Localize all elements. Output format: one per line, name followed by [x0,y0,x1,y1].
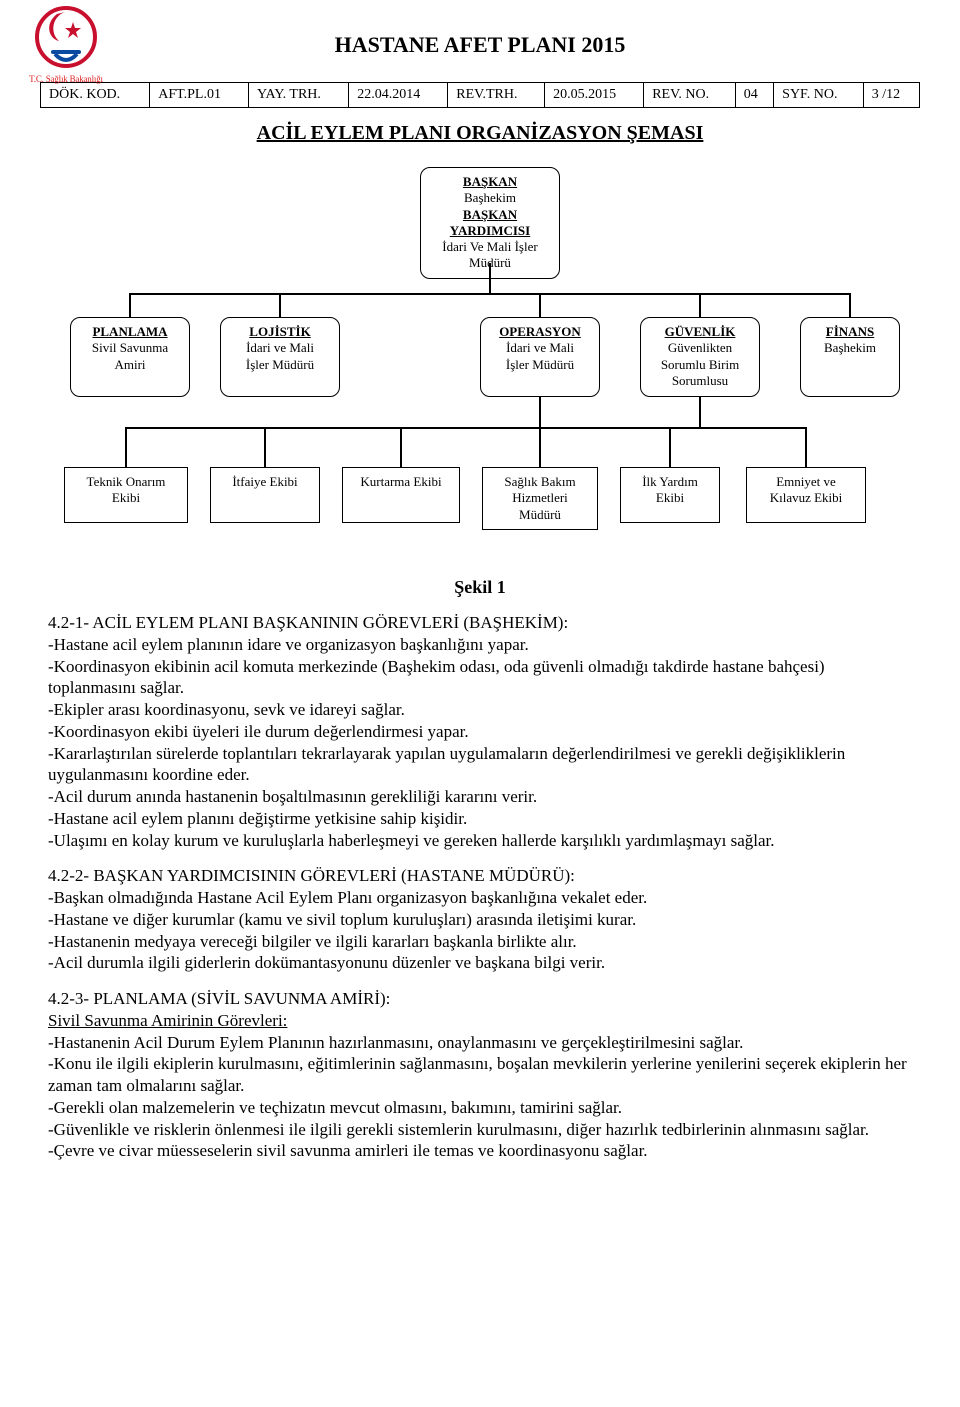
meta-cell: SYF. NO. [774,83,864,108]
logo-caption: T.C. Sağlık Bakanlığı [18,74,114,84]
figure-label: Şekil 1 [0,577,960,598]
org-node: BAŞKANBaşhekimBAŞKANYARDIMCISIİdari Ve M… [420,167,560,279]
org-node: PLANLAMASivil SavunmaAmiri [70,317,190,397]
section-title: ACİL EYLEM PLANI ORGANİZASYON ŞEMASI [0,122,960,145]
meta-cell: YAY. TRH. [248,83,348,108]
org-node: Sağlık BakımHizmetleriMüdürü [482,467,598,530]
table-row: DÖK. KOD. AFT.PL.01 YAY. TRH. 22.04.2014… [41,83,920,108]
meta-cell: 04 [735,83,773,108]
org-node: İlk YardımEkibi [620,467,720,523]
org-node: GÜVENLİKGüvenliktenSorumlu BirimSorumlus… [640,317,760,397]
org-node: Teknik OnarımEkibi [64,467,188,523]
body-text: 4.2-1- ACİL EYLEM PLANI BAŞKANININ GÖREV… [0,612,960,1216]
meta-cell: 3 /12 [863,83,919,108]
page-title: HASTANE AFET PLANI 2015 [40,32,920,58]
doc-meta-table: DÖK. KOD. AFT.PL.01 YAY. TRH. 22.04.2014… [40,82,920,108]
meta-cell: DÖK. KOD. [41,83,150,108]
org-node: İtfaiye Ekibi [210,467,320,523]
org-chart: BAŞKANBaşhekimBAŞKANYARDIMCISIİdari Ve M… [40,167,920,547]
meta-cell: REV. NO. [644,83,736,108]
meta-cell: 22.04.2014 [349,83,448,108]
meta-cell: 20.05.2015 [545,83,644,108]
org-node: LOJİSTİKİdari ve Maliİşler Müdürü [220,317,340,397]
org-node: OPERASYONİdari ve Maliİşler Müdürü [480,317,600,397]
meta-cell: REV.TRH. [448,83,545,108]
meta-cell: AFT.PL.01 [150,83,249,108]
org-node: Kurtarma Ekibi [342,467,460,523]
org-node: Emniyet veKılavuz Ekibi [746,467,866,523]
ministry-logo: T.C. Sağlık Bakanlığı [18,6,114,84]
org-node: FİNANSBaşhekim [800,317,900,397]
